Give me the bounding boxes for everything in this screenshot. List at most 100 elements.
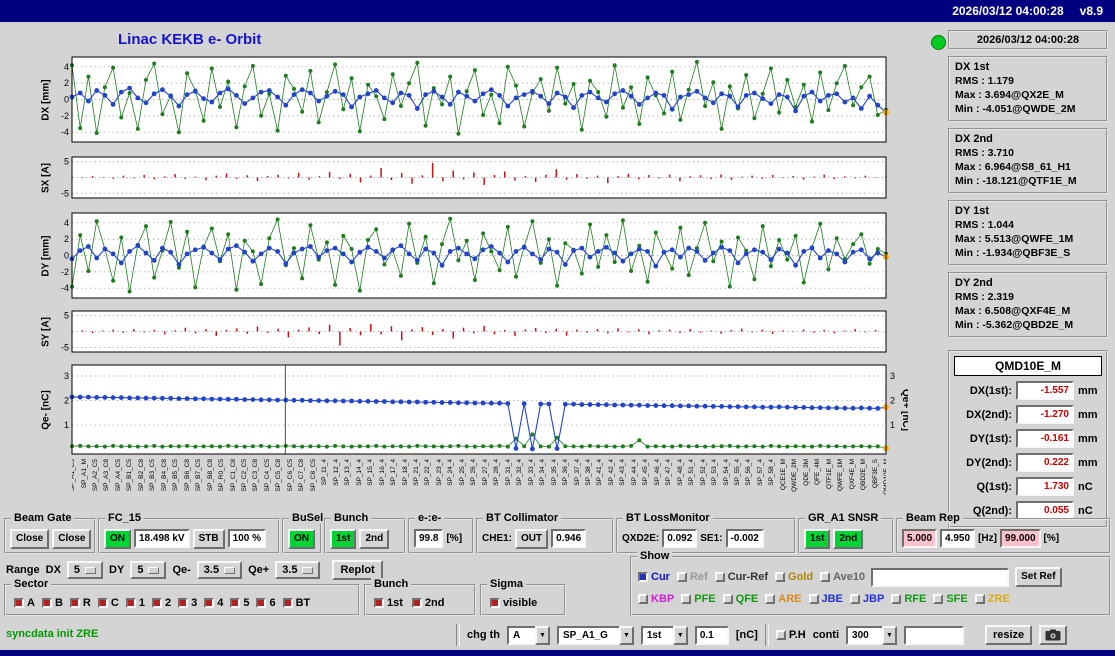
monitor-row-value: -0.161 [1016, 429, 1074, 448]
checkbox-2[interactable]: 2 [151, 597, 171, 609]
checkbox-pfe[interactable]: PFE [681, 593, 716, 605]
bpm-combo[interactable]: SP_A1_G ▼ [556, 625, 634, 645]
resize-button[interactable]: resize [984, 625, 1033, 645]
checkbox-c[interactable]: C [97, 597, 119, 609]
reference-input[interactable] [871, 567, 1010, 587]
interval-combo[interactable]: 300 ▼ [846, 625, 897, 645]
checkbox-label: 1 [138, 596, 145, 609]
sector-combo[interactable]: A ▼ [507, 625, 550, 645]
checkbox-zre[interactable]: ZRE [974, 593, 1010, 605]
range-qe-plus-select[interactable]: 3.5 [275, 561, 321, 579]
checkbox-gold[interactable]: Gold [775, 571, 813, 583]
checkbox-r[interactable]: R [69, 597, 91, 609]
checkbox-sfe[interactable]: SFE [933, 593, 968, 605]
sy-steering-plot[interactable]: 5 -5 [56, 308, 908, 356]
bunch-2nd-button[interactable]: 2nd [359, 528, 390, 549]
beam-gate-close-button-1[interactable]: Close [10, 528, 50, 549]
x-axis-label: SP_44_4 [630, 459, 638, 486]
sx-axis-label: SX [A] [40, 163, 52, 193]
checkbox-ave10[interactable]: Ave10 [820, 571, 865, 583]
checkbox-qfe[interactable]: QFE [722, 593, 759, 605]
x-axis-label: SP_32_4 [516, 459, 524, 486]
svg-text:2: 2 [890, 396, 895, 406]
fc15-stb-button[interactable]: STB [192, 528, 225, 549]
gr-snsr-1st-button[interactable]: 1st [804, 528, 831, 549]
chevron-down-icon: ▼ [882, 625, 897, 645]
monitor-row-unit: mm [1078, 432, 1098, 445]
orbit-plots: DX [mm] -4 -2 0 2 4 SX [A] 5 -5 DY [mm] -4 -2 0… [36, 54, 911, 458]
screenshot-button[interactable] [1039, 625, 1068, 645]
checkbox-indicator [933, 594, 944, 604]
checkbox-indicator [151, 597, 162, 608]
checkbox-cur[interactable]: Cur [638, 571, 670, 583]
checkbox-visible[interactable]: visible [490, 597, 537, 609]
replot-button[interactable]: Replot [332, 560, 383, 580]
checkbox-are[interactable]: ARE [765, 593, 802, 605]
range-dy-select[interactable]: 5 [130, 561, 167, 579]
checkbox-6[interactable]: 6 [256, 597, 276, 609]
bunch-1st-button[interactable]: 1st [330, 528, 357, 549]
checkbox-indicator [490, 597, 500, 608]
monitor-row-label: DX(2nd): [966, 408, 1012, 421]
bunch-combo[interactable]: 1st ▼ [640, 625, 688, 645]
checkbox-ref[interactable]: Ref [676, 571, 708, 583]
checkbox-label: QFE [735, 593, 759, 605]
checkbox-kbp[interactable]: KBP [638, 593, 674, 605]
x-axis-label: QXF4E_M [848, 459, 856, 490]
busel-on-button[interactable]: ON [288, 528, 315, 549]
checkbox-bt[interactable]: BT [282, 597, 310, 609]
stat-title: DY 2nd [955, 277, 993, 289]
status-entry[interactable] [903, 625, 964, 645]
gr-snsr-2nd-button[interactable]: 2nd [833, 528, 864, 549]
selected-element-name: QMD10E_M [954, 356, 1102, 376]
fc15-on-button[interactable]: ON [104, 528, 131, 549]
checkbox-4[interactable]: 4 [204, 597, 223, 609]
che1-value: 0.946 [551, 529, 587, 548]
sy-axis-label: SY [A] [40, 317, 52, 347]
checkbox-jbp[interactable]: JBP [849, 593, 884, 605]
x-axis-label: SP_18_4 [401, 459, 409, 486]
checkbox-2nd[interactable]: 2nd [411, 597, 444, 609]
svg-text:1: 1 [64, 420, 69, 430]
checkbox-cur-ref[interactable]: Cur-Ref [714, 571, 768, 583]
checkbox-ph[interactable]: P.H [775, 629, 806, 641]
che1-out-button[interactable]: OUT [515, 528, 549, 549]
dropdown-indicator-icon [148, 566, 160, 574]
checkbox-1[interactable]: 1 [125, 596, 145, 609]
sx-steering-plot[interactable]: 5 -5 [56, 154, 908, 202]
dx-orbit-plot[interactable]: -4 -2 0 2 4 [56, 54, 908, 146]
x-axis-label: SP_35_4 [550, 459, 558, 486]
checkbox-indicator [256, 597, 267, 608]
fc15-group: FC_15 ON 18.498 kV STB 100 % [98, 512, 280, 554]
x-axis-label: SP_C8_C5 [309, 459, 317, 492]
x-axis-label: QDE_3M [802, 459, 810, 486]
checkbox-indicator [808, 594, 819, 604]
range-qe-minus-select[interactable]: 3.5 [196, 561, 243, 579]
checkbox-1st[interactable]: 1st [374, 597, 403, 609]
beam-gate-close-button-2[interactable]: Close [52, 528, 92, 549]
svg-text:5: 5 [64, 157, 69, 167]
sector-group: Sector A B R C 1 2 3 4 5 6 BT [4, 578, 360, 616]
checkbox-3[interactable]: 3 [178, 597, 197, 609]
beam-rep-duty-value: 99.000 [999, 529, 1041, 548]
set-ref-button[interactable]: Set Ref [1015, 567, 1062, 587]
bpm-name-axis: SP_A1_C5 SP_A1_M SP_A2_C5 SP_A3_C8 SP_A4_C5 S… [72, 458, 886, 515]
x-axis-label: SP_42_4 [607, 459, 615, 486]
checkbox-rfe[interactable]: RFE [891, 593, 926, 605]
charge-plot[interactable]: 1 1 2 2 3 3 Qe+ [nC] [56, 362, 911, 458]
checkbox-b[interactable]: B [41, 597, 63, 609]
x-axis-label: SP_37_4 [573, 459, 581, 486]
gr-snsr-group: GR_A1 SNSR 1st 2nd [798, 512, 894, 554]
checkbox-jbe[interactable]: JBE [808, 593, 843, 605]
x-axis-label: SP_C2_C5 [241, 459, 248, 492]
checkbox-a[interactable]: A [14, 597, 35, 609]
checkbox-label: JBE [821, 593, 843, 605]
checkbox-indicator [775, 572, 786, 582]
range-dx-select[interactable]: 5 [66, 561, 104, 579]
busel-group: BuSel ON [282, 512, 327, 554]
selected-element-values: DX(1st): -1.557 mm DX(2nd): -1.270 mm DY(1st):… [954, 381, 1102, 520]
checkbox-5[interactable]: 5 [230, 597, 249, 609]
x-axis-label: SP_17_4 [390, 459, 397, 486]
threshold-input[interactable] [694, 625, 729, 645]
dy-orbit-plot[interactable]: -4 -2 0 2 4 [56, 210, 908, 302]
